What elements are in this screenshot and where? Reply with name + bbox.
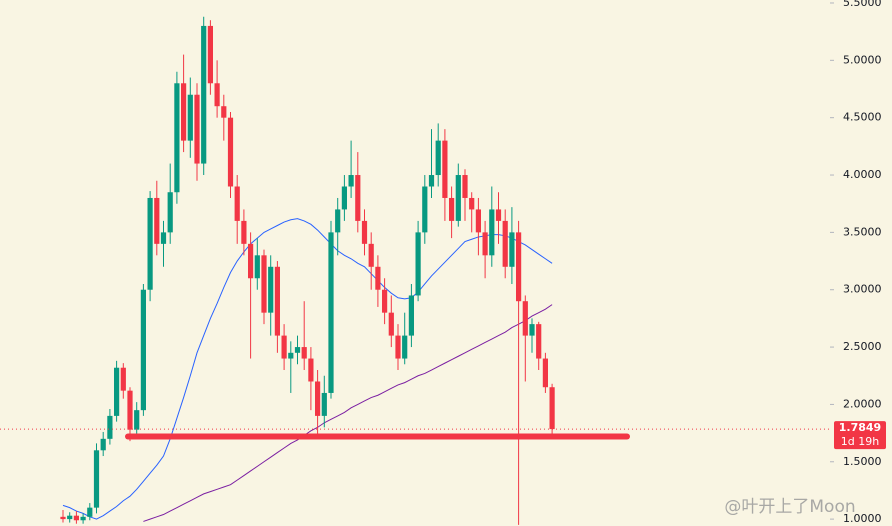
candle-body	[509, 232, 515, 267]
candle-body	[522, 301, 528, 336]
candle-body	[348, 175, 354, 187]
candle-body	[187, 94, 193, 141]
last-price-label: 1.7849	[839, 421, 881, 434]
candle-body	[368, 243, 374, 267]
candle-body	[160, 232, 167, 244]
candle-body	[361, 220, 368, 244]
candle-body	[388, 312, 394, 336]
last-price-badge	[834, 421, 886, 450]
candle-body	[435, 140, 441, 176]
candle-body	[241, 220, 247, 244]
candle-body	[154, 197, 160, 244]
candle-body	[167, 192, 173, 233]
candle-body	[60, 516, 66, 520]
candle-body	[194, 94, 200, 164]
y-tick-label: 2.0000	[843, 397, 882, 410]
y-tick-label: 3.5000	[843, 225, 882, 238]
candle-body	[328, 232, 334, 393]
candle-body	[234, 186, 240, 221]
candle-body	[93, 450, 100, 508]
candle-body	[335, 209, 341, 233]
plot-area	[0, 2, 834, 525]
candle-body	[308, 358, 314, 382]
y-tick-label: 4.5000	[843, 111, 882, 124]
candle-body	[294, 347, 301, 353]
moving-average-line	[62, 218, 553, 520]
countdown-label: 1d 19h	[841, 435, 879, 448]
candle-body	[140, 289, 146, 411]
candle-body	[87, 507, 93, 517]
candle-body	[221, 106, 227, 118]
candle-body	[462, 175, 468, 198]
y-tick-label: 2.5000	[843, 340, 882, 353]
candle-body	[227, 117, 234, 187]
candle-body	[549, 387, 555, 430]
candle-body	[469, 197, 475, 210]
candle-body	[475, 209, 481, 233]
candle-body	[201, 25, 207, 164]
candle-body	[181, 83, 187, 141]
candle-body	[254, 255, 260, 279]
candle-body	[207, 25, 213, 84]
candle-body	[281, 335, 287, 359]
y-tick-label: 1.0000	[843, 512, 882, 525]
candle-body	[341, 186, 347, 210]
candle-body	[315, 381, 321, 416]
candle-body	[375, 266, 381, 290]
candle-body	[395, 335, 401, 359]
candle-body	[80, 516, 86, 521]
candle-body	[214, 83, 220, 107]
candle-body	[127, 390, 133, 430]
candle-body	[502, 220, 508, 267]
candle-body	[408, 295, 414, 336]
y-tick-label: 1.5000	[843, 455, 882, 468]
candle-body	[114, 367, 120, 416]
candle-body	[402, 335, 408, 359]
moving-average-line	[143, 304, 553, 522]
candle-body	[321, 392, 327, 416]
candle-body	[482, 232, 488, 256]
candle-body	[449, 197, 455, 221]
candle-body	[107, 415, 113, 439]
candle-body	[174, 83, 180, 193]
watermark: @叶开上了Moon	[724, 497, 855, 517]
candle-body	[495, 209, 502, 221]
candle-body	[415, 232, 421, 296]
candle-body	[489, 209, 495, 256]
candle-body	[382, 289, 388, 313]
candle-body	[516, 232, 522, 302]
candle-body	[422, 186, 428, 233]
y-tick-label: 5.0000	[843, 53, 882, 66]
candle-body	[355, 175, 361, 221]
candle-body	[301, 347, 307, 359]
y-tick-label: 3.0000	[843, 283, 882, 296]
candle-body	[274, 266, 280, 336]
candle-body	[134, 410, 140, 430]
candle-body	[442, 140, 448, 198]
candle-body	[248, 243, 254, 279]
candle-body	[268, 266, 274, 313]
candle-body	[261, 255, 267, 313]
candle-body	[147, 197, 153, 290]
candle-body	[288, 352, 294, 359]
candle-body	[73, 515, 79, 521]
candle-body	[455, 175, 461, 221]
y-tick-label: 5.5000	[843, 0, 882, 9]
candle-body	[542, 358, 548, 388]
candle-body	[428, 175, 435, 187]
candle-body	[536, 324, 542, 359]
candle-body	[100, 438, 106, 451]
candle-body	[529, 324, 535, 336]
candle-body	[67, 515, 73, 520]
candle-body	[120, 367, 126, 391]
y-tick-label: 4.0000	[843, 168, 882, 181]
